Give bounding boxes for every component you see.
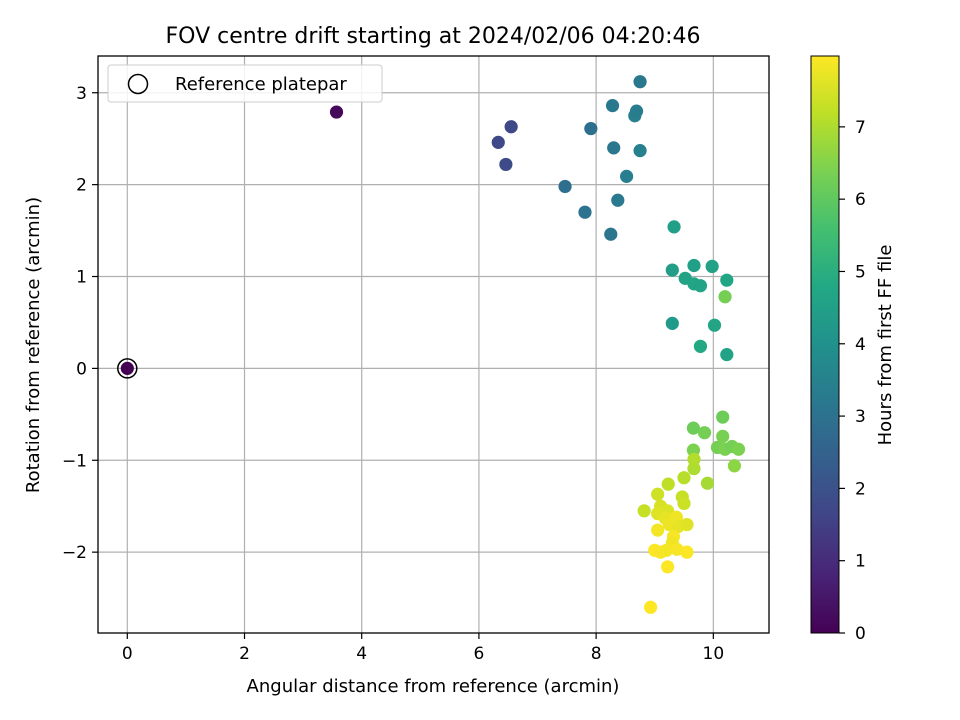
y-tick-label: 1 [76,268,87,288]
colorbar-tick-label: 1 [855,552,866,572]
data-point [705,259,719,274]
data-point [605,99,620,113]
data-point [667,220,681,234]
data-point [629,104,644,118]
legend-marker-open-circle [127,73,149,95]
x-tick-label: 10 [703,644,725,664]
data-point [661,477,675,491]
colorbar-tick-label: 2 [855,479,866,499]
plot-frame [97,55,770,634]
colorbar-gradient [810,55,840,634]
colorbar-tick-label: 6 [855,190,866,210]
data-point [651,523,665,537]
colorbar-ticks: 0 1 2 3 4 5 6 7 [839,118,866,644]
y-tick-label: 2 [76,176,87,196]
data-point [677,496,691,511]
colorbar: 0 1 2 3 4 5 6 7 Hours from first FF file [810,55,896,644]
data-point [693,339,708,353]
data-point [707,318,722,332]
x-tick-label: 2 [239,644,250,664]
colorbar-tick-label: 4 [855,335,866,355]
data-point [329,105,344,119]
colorbar-tick-label: 3 [855,407,866,427]
data-point [716,429,730,443]
data-point [670,542,684,556]
data-point [661,560,675,574]
data-point [680,545,694,559]
data-point [611,193,625,207]
data-point [693,279,708,293]
y-axis-ticks: −2 −1 0 1 2 3 [62,84,98,563]
data-point [651,487,665,501]
x-tick-label: 8 [591,644,602,664]
chart-title: FOV centre drift starting at 2024/02/06 … [166,24,701,49]
data-point [677,471,691,485]
data-point [665,316,679,330]
data-point [633,144,647,158]
y-tick-label: 3 [76,84,87,104]
data-point [633,75,647,89]
legend-box [107,64,383,103]
data-point [687,258,701,273]
data-point [687,461,701,476]
reference-platepar-marker [117,358,138,379]
data-point [718,290,732,304]
x-axis-label: Angular distance from reference (arcmin) [247,676,620,697]
data-point [686,421,701,435]
data-point [120,361,134,375]
data-point [700,476,715,490]
y-tick-label: −2 [62,543,87,563]
data-point [578,205,592,219]
data-point [720,273,734,287]
data-point [727,459,742,473]
data-point [680,517,694,532]
y-tick-label: −1 [62,451,87,471]
colorbar-tick-label: 7 [855,118,866,138]
data-point [604,227,618,241]
colorbar-label: Hours from first FF file [875,245,896,446]
x-tick-label: 6 [474,644,485,664]
data-point [584,121,598,136]
data-point [491,135,505,149]
data-point [499,157,513,172]
data-point [659,543,674,557]
data-point [665,263,679,277]
data-point [687,452,701,466]
data-points [117,75,746,614]
y-tick-label: 0 [76,359,87,379]
colorbar-tick-label: 0 [855,624,866,644]
y-axis-label: Rotation from reference (arcmin) [23,197,44,493]
data-point [558,179,572,194]
x-tick-label: 0 [122,644,133,664]
data-point [607,141,621,155]
legend: Reference platepar [107,64,383,103]
colorbar-tick-label: 5 [855,262,866,282]
legend-label: Reference platepar [175,74,347,95]
data-point [504,120,518,134]
data-point [731,442,746,456]
data-point [637,504,651,518]
data-point [720,348,734,362]
data-point [644,600,658,614]
x-axis-ticks: 0 2 4 6 8 10 [122,633,724,664]
data-point [619,169,634,183]
data-point [697,426,712,440]
data-point [716,410,730,424]
x-tick-label: 4 [356,644,367,664]
